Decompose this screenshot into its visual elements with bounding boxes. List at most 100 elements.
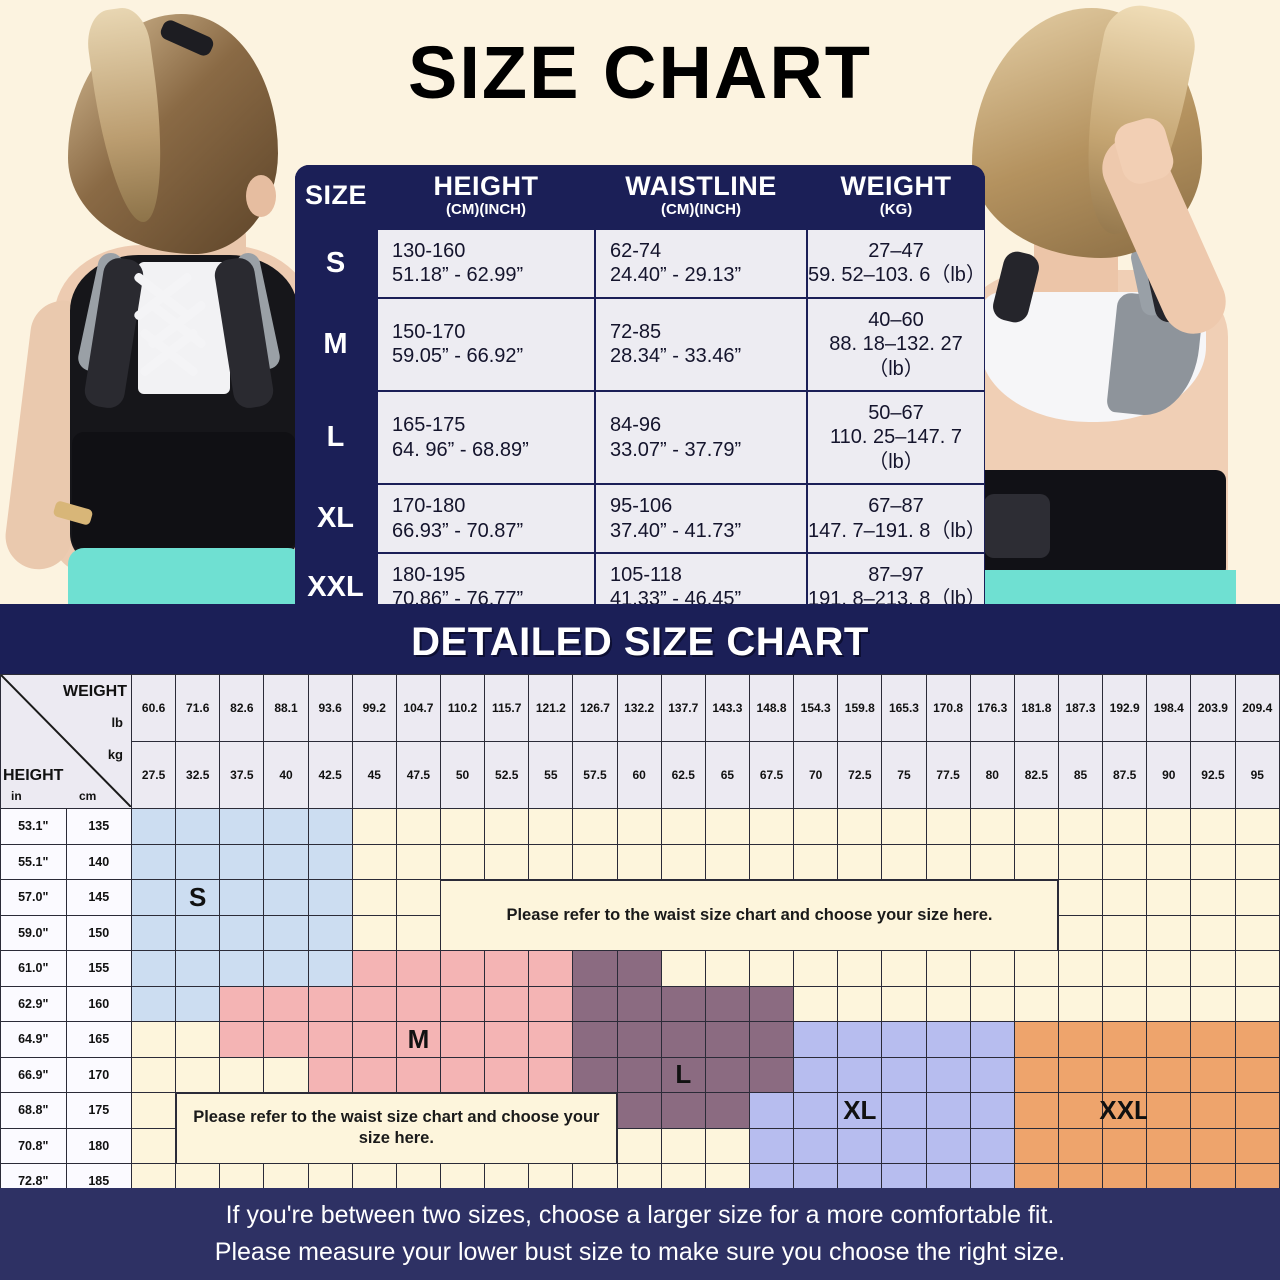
grid-cell[interactable] [395, 879, 441, 916]
grid-cell[interactable] [351, 843, 397, 880]
grid-cell[interactable] [1013, 985, 1059, 1022]
grid-cell-zone-m[interactable] [219, 985, 265, 1022]
grid-cell-zone-xl[interactable] [793, 1056, 839, 1093]
grid-cell-zone-m[interactable] [395, 950, 441, 987]
grid-cell[interactable] [1190, 808, 1236, 845]
grid-cell[interactable] [1102, 985, 1148, 1022]
grid-cell[interactable] [484, 808, 530, 845]
grid-cell-zone-xxl[interactable] [1190, 1056, 1236, 1093]
grid-cell-zone-s[interactable] [307, 843, 353, 880]
grid-cell-zone-s[interactable] [307, 879, 353, 916]
grid-cell-zone-xl[interactable] [925, 1127, 971, 1164]
grid-cell[interactable] [925, 985, 971, 1022]
grid-cell[interactable] [1190, 950, 1236, 987]
grid-cell-zone-xl[interactable] [969, 1127, 1015, 1164]
grid-cell[interactable] [1057, 950, 1104, 987]
grid-cell[interactable] [837, 950, 883, 987]
grid-cell[interactable] [528, 843, 574, 880]
grid-cell[interactable] [351, 808, 397, 845]
grid-cell[interactable] [1234, 950, 1280, 987]
grid-cell[interactable] [351, 914, 397, 951]
grid-cell-zone-m[interactable] [439, 985, 486, 1022]
grid-cell-zone-xxl[interactable] [1013, 1127, 1059, 1164]
grid-cell[interactable] [1190, 985, 1236, 1022]
grid-cell-zone-xxl[interactable] [1057, 1056, 1104, 1093]
grid-cell-zone-xxl[interactable] [1102, 1056, 1148, 1093]
grid-cell-zone-m[interactable] [439, 950, 486, 987]
grid-cell[interactable] [1057, 843, 1104, 880]
grid-cell-zone-s[interactable] [263, 843, 309, 880]
grid-cell[interactable] [263, 1056, 309, 1093]
grid-cell[interactable] [1146, 843, 1192, 880]
grid-cell-zone-l[interactable] [660, 1021, 706, 1058]
grid-cell[interactable] [572, 843, 618, 880]
grid-cell-zone-xxl[interactable] [1146, 1092, 1192, 1129]
grid-cell[interactable] [1102, 914, 1148, 951]
grid-cell-zone-s[interactable] [219, 950, 265, 987]
grid-cell-zone-l[interactable] [572, 985, 618, 1022]
grid-cell-zone-l[interactable] [660, 985, 706, 1022]
grid-cell-zone-s[interactable] [219, 843, 265, 880]
grid-cell-zone-s[interactable] [263, 914, 309, 951]
grid-cell[interactable] [130, 1092, 177, 1129]
grid-cell[interactable] [837, 843, 883, 880]
grid-cell-zone-xxl[interactable] [1234, 1021, 1280, 1058]
grid-cell[interactable] [1057, 879, 1104, 916]
grid-cell[interactable] [925, 808, 971, 845]
grid-cell[interactable] [1146, 879, 1192, 916]
grid-cell[interactable] [793, 985, 839, 1022]
grid-cell-zone-xxl[interactable] [1102, 1021, 1148, 1058]
grid-cell[interactable] [748, 950, 795, 987]
grid-cell[interactable] [1057, 914, 1104, 951]
grid-cell[interactable] [793, 950, 839, 987]
grid-cell-zone-s[interactable] [175, 843, 221, 880]
grid-cell-zone-xxl[interactable] [1057, 1092, 1104, 1129]
grid-cell-zone-xxl[interactable] [1146, 1056, 1192, 1093]
grid-cell[interactable] [528, 808, 574, 845]
grid-cell[interactable] [1190, 914, 1236, 951]
grid-cell-zone-m[interactable] [528, 950, 574, 987]
grid-cell-zone-l[interactable] [748, 985, 795, 1022]
grid-cell[interactable] [793, 808, 839, 845]
grid-cell[interactable] [351, 879, 397, 916]
grid-cell-zone-xxl[interactable] [1013, 1056, 1059, 1093]
grid-cell[interactable] [1102, 950, 1148, 987]
grid-cell[interactable] [969, 985, 1015, 1022]
grid-cell[interactable] [925, 843, 971, 880]
grid-cell-zone-xl[interactable] [837, 1021, 883, 1058]
grid-cell-zone-xxl[interactable] [1234, 1056, 1280, 1093]
grid-cell-zone-m[interactable] [484, 985, 530, 1022]
grid-cell-zone-m[interactable] [528, 1056, 574, 1093]
grid-cell[interactable] [881, 950, 927, 987]
grid-cell[interactable] [704, 1127, 750, 1164]
grid-cell-zone-m[interactable] [528, 985, 574, 1022]
grid-cell-zone-m[interactable] [484, 1021, 530, 1058]
grid-cell[interactable] [616, 808, 662, 845]
grid-cell-zone-l[interactable]: L [660, 1056, 706, 1093]
grid-cell-zone-xxl[interactable] [1057, 1021, 1104, 1058]
grid-cell-zone-l[interactable] [616, 1056, 662, 1093]
grid-cell-zone-xl[interactable] [881, 1056, 927, 1093]
grid-cell[interactable] [660, 1127, 706, 1164]
grid-cell[interactable] [1013, 808, 1059, 845]
grid-cell-zone-s[interactable] [130, 985, 177, 1022]
grid-cell[interactable] [748, 808, 795, 845]
grid-cell-zone-xxl[interactable] [1146, 1021, 1192, 1058]
grid-cell-zone-xl[interactable] [881, 1021, 927, 1058]
grid-cell[interactable] [1057, 985, 1104, 1022]
grid-cell-zone-m[interactable]: M [395, 1021, 441, 1058]
grid-cell-zone-s[interactable] [130, 879, 177, 916]
grid-cell[interactable] [1146, 985, 1192, 1022]
grid-cell[interactable] [837, 808, 883, 845]
grid-cell-zone-xxl[interactable] [1146, 1127, 1192, 1164]
grid-cell[interactable] [660, 808, 706, 845]
grid-cell[interactable] [130, 1021, 177, 1058]
grid-cell[interactable] [793, 843, 839, 880]
grid-cell-zone-m[interactable] [528, 1021, 574, 1058]
grid-cell-zone-m[interactable] [351, 1021, 397, 1058]
grid-cell-zone-s[interactable] [263, 879, 309, 916]
grid-cell[interactable] [1146, 950, 1192, 987]
grid-cell-zone-l[interactable] [572, 1056, 618, 1093]
grid-cell-zone-s[interactable] [130, 950, 177, 987]
grid-cell-zone-s[interactable] [307, 914, 353, 951]
